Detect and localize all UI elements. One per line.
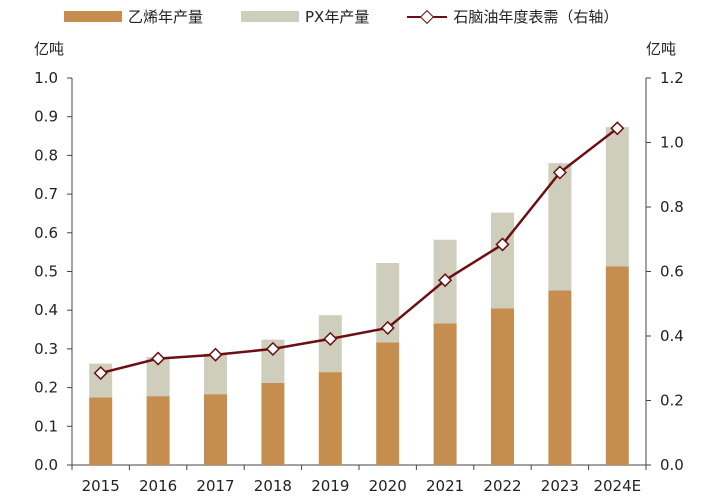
legend-label-naphtha: 石脑油年度表需（右轴）: [453, 8, 619, 26]
x-tick-label: 2024E: [593, 477, 641, 495]
naphtha-point: [265, 341, 280, 356]
bar-ethylene: [318, 372, 342, 465]
legend-item-px: PX年产量: [241, 6, 369, 27]
bar-ethylene: [433, 323, 457, 465]
x-tick-label: 2017: [196, 477, 234, 495]
bar-px: [491, 212, 514, 309]
x-tick-label: 2023: [541, 477, 579, 495]
x-tick-label: 2018: [254, 477, 292, 495]
right-tick-label: 0.8: [660, 198, 684, 216]
x-tick-label: 2021: [426, 477, 464, 495]
left-axis-unit: 亿吨: [34, 40, 65, 58]
legend-swatch-ethylene: [64, 11, 122, 22]
right-tick-label: 1.2: [660, 69, 684, 87]
right-tick-label: 1.0: [660, 134, 684, 152]
bar-ethylene: [605, 266, 629, 465]
naphtha-point: [93, 366, 108, 381]
x-tick-label: 2019: [311, 477, 349, 495]
right-tick-label: 0.6: [660, 263, 684, 281]
bar-ethylene: [376, 342, 400, 465]
bar-ethylene: [89, 397, 113, 465]
left-tick-label: 0.6: [34, 224, 58, 242]
legend-item-ethylene: 乙烯年产量: [64, 6, 203, 27]
x-tick-label: 2016: [139, 477, 177, 495]
left-tick-label: 0.8: [34, 146, 58, 164]
x-tick-label: 2020: [369, 477, 407, 495]
left-tick-label: 0.4: [34, 301, 58, 319]
naphtha-point: [208, 347, 223, 362]
naphtha-point: [552, 165, 567, 180]
legend-label-px: PX年产量: [305, 8, 370, 26]
naphtha-line: [100, 127, 619, 375]
legend-item-naphtha: 石脑油年度表需（右轴）: [407, 6, 618, 27]
bar-ethylene: [204, 394, 227, 465]
x-tick-label: 2015: [82, 477, 120, 495]
legend-swatch-px: [241, 11, 300, 22]
left-tick-label: 0.2: [34, 379, 58, 397]
naphtha-point: [380, 320, 395, 335]
bar-px: [605, 127, 629, 267]
bar-ethylene: [548, 290, 572, 465]
right-tick-label: 0.4: [660, 327, 684, 345]
bar-px: [204, 353, 227, 395]
left-tick-label: 0.3: [34, 340, 58, 358]
left-tick-label: 0.5: [34, 263, 58, 281]
bar-ethylene: [146, 396, 170, 465]
bar-ethylene: [261, 382, 285, 465]
bar-px: [548, 163, 572, 291]
left-tick-label: 0.1: [34, 417, 58, 435]
left-tick-label: 0.0: [34, 456, 58, 474]
right-tick-label: 0.2: [660, 392, 684, 410]
naphtha-point: [151, 351, 166, 366]
right-tick-label: 0.0: [660, 456, 684, 474]
right-axis-unit: 亿吨: [646, 40, 677, 58]
naphtha-point: [438, 273, 453, 288]
bar-ethylene: [491, 308, 514, 465]
naphtha-point: [323, 331, 338, 346]
x-tick-label: 2022: [483, 477, 521, 495]
left-tick-label: 0.9: [34, 108, 58, 126]
legend-swatch-naphtha: [407, 9, 448, 24]
chart-legend: 乙烯年产量 PX年产量 石脑油年度表需（右轴）: [64, 6, 656, 27]
legend-label-ethylene: 乙烯年产量: [128, 8, 204, 26]
naphtha-point: [495, 237, 510, 252]
left-tick-label: 0.7: [34, 185, 58, 203]
bar-px: [146, 357, 170, 397]
left-tick-label: 1.0: [34, 69, 58, 87]
naphtha-point: [610, 121, 625, 136]
